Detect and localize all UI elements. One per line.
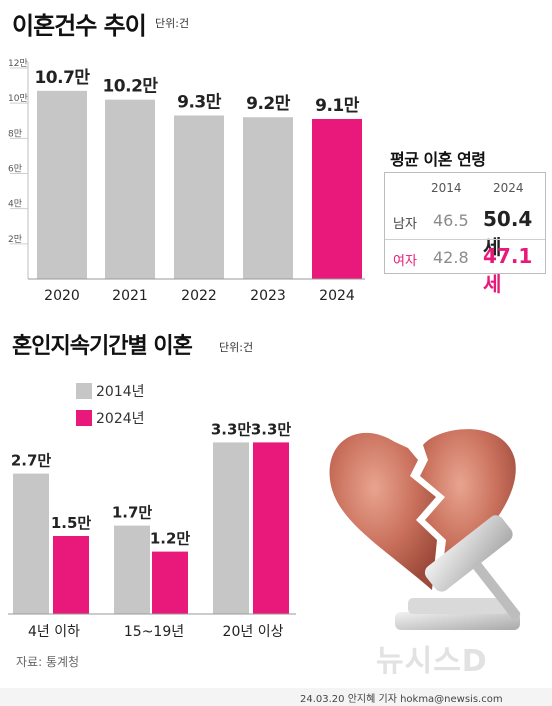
chart1-value-label: 10.7만 [34, 68, 90, 88]
chart2-category-label: 4년 이하 [28, 624, 80, 640]
chart2-value-label-2014: 3.3만 [211, 420, 252, 438]
avg-female-2024: 47.1세 [483, 244, 533, 296]
avg-female-2014: 42.8 [433, 248, 469, 267]
avg-row-male: 남자 46.5 50.4세 [385, 203, 545, 259]
chart1-y-tick-label: 8만 [8, 128, 22, 139]
legend-label-2024: 2024년 [96, 411, 145, 427]
chart2-bar-2024 [152, 551, 188, 614]
avg-col-2024: 2024 [493, 181, 524, 195]
legend-item-2024: 2024년 [76, 408, 145, 428]
chart1-title: 이혼건수 추이 [12, 12, 147, 40]
chart1-bar [174, 115, 224, 279]
legend-swatch-pink [76, 410, 92, 426]
chart1-category-label: 2023 [250, 288, 286, 304]
legend-label-2014: 2014년 [96, 384, 145, 400]
chart1-y-tick-label: 12만 [8, 58, 28, 69]
chart2-category-label: 20년 이상 [223, 624, 284, 640]
chart2-bar-2014 [213, 442, 249, 614]
chart2-value-label-2024: 3.3만 [251, 420, 292, 438]
chart1-category-label: 2022 [181, 288, 217, 304]
avg-age-title: 평균 이혼 연령 [390, 150, 486, 169]
chart2-bar-2014 [114, 525, 150, 614]
chart1-value-label: 9.3만 [177, 92, 222, 112]
footer-band [0, 688, 552, 706]
chart1-y-tick-label: 10만 [8, 93, 28, 104]
chart1-value-label: 10.2만 [102, 77, 158, 97]
avg-male-label: 남자 [393, 217, 417, 232]
newsis-watermark-logo: 뉴시스D [376, 644, 488, 679]
chart2-category-label: 15~19년 [124, 624, 184, 640]
chart1-bar [243, 117, 293, 279]
chart1-value-label: 9.1만 [315, 96, 360, 116]
chart1-category-label: 2020 [44, 288, 80, 304]
chart1-bar [37, 90, 87, 279]
credit-line: 24.03.20 안지혜 기자 hokma@newsis.com [300, 694, 503, 705]
chart2-value-label-2024: 1.5만 [51, 514, 92, 532]
chart1-bar [312, 118, 362, 279]
legend-item-2014: 2014년 [76, 381, 145, 401]
avg-male-2014: 46.5 [433, 211, 469, 230]
chart1-y-tick-label: 4만 [8, 199, 22, 210]
chart2-value-label-2014: 1.7만 [112, 504, 153, 522]
chart1-bar [105, 99, 155, 280]
avg-female-label: 여자 [393, 254, 417, 269]
chart1-value-label: 9.2만 [246, 94, 291, 114]
chart2-bar-2014 [13, 473, 49, 614]
chart2-bar-2024 [53, 536, 89, 614]
source-note: 자료: 통계청 [16, 655, 80, 669]
chart1-category-label: 2021 [112, 288, 148, 304]
chart2-title: 혼인지속기간별 이혼 [12, 334, 193, 359]
avg-male-2024: 50.4세 [483, 207, 533, 259]
avg-row-female: 여자 42.8 47.1세 [385, 239, 545, 296]
legend-swatch-gray [76, 383, 92, 399]
chart2-unit: 단위:건 [219, 341, 254, 354]
chart2-value-label-2024: 1.2만 [150, 530, 191, 548]
chart1-unit: 단위:건 [155, 17, 190, 30]
chart2-value-label-2014: 2.7만 [11, 452, 52, 470]
avg-col-2014: 2014 [431, 181, 462, 195]
chart1-y-tick-label: 6만 [8, 164, 22, 175]
chart2-bar-2024 [253, 442, 289, 614]
chart1-category-label: 2024 [319, 288, 355, 304]
chart1-y-tick-label: 2만 [8, 234, 22, 245]
avg-age-table: 2014 2024 남자 46.5 50.4세 여자 42.8 47.1세 [384, 172, 546, 296]
